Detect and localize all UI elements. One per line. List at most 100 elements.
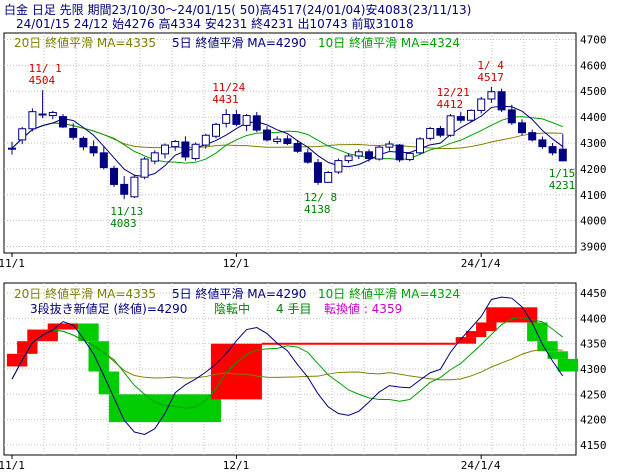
break-reversal-status: 陰転中: [214, 301, 250, 316]
annotation-value: 4412: [437, 98, 464, 111]
bottom-legend-ma5: 5日 終値平滑 MA=4290: [172, 286, 306, 301]
break-info-label: 3段抜き新値足 (終値)=4290: [30, 301, 187, 316]
candle-body: [395, 144, 404, 161]
annotation-value: 4083: [110, 217, 137, 230]
candle-body: [110, 167, 118, 185]
break-box-down: [527, 322, 548, 342]
candle-body: [150, 152, 159, 162]
y-tick-label: 4450: [580, 287, 607, 300]
candle-body: [232, 114, 241, 125]
candle-body: [324, 172, 333, 183]
annotation-value: 4231: [549, 179, 576, 192]
candle-body: [426, 128, 435, 139]
candle-body: [18, 128, 27, 141]
candle-body: [242, 115, 251, 126]
annotation-value: 4138: [304, 203, 331, 216]
bottom-legend-ma10: 10日 終値平滑 MA=4324: [318, 286, 460, 301]
y-tick-label: 4250: [580, 388, 607, 401]
candle-body: [59, 116, 67, 128]
candle-body: [140, 158, 149, 178]
y-tick-label: 4700: [580, 33, 607, 46]
x-tick-label: 11/1: [0, 257, 25, 270]
top-legend-ma10: 10日 終値平滑 MA=4324: [318, 35, 460, 50]
x-tick-label: 11/1: [0, 459, 25, 472]
candle-body: [8, 147, 16, 150]
candle-body: [99, 152, 108, 169]
y-tick-label: 4400: [580, 111, 607, 124]
y-tick-label: 4500: [580, 85, 607, 98]
annotation-date: 12/21: [437, 86, 470, 99]
candle-body: [456, 116, 465, 121]
break-box-down: [547, 351, 568, 359]
candle-body: [405, 152, 414, 161]
y-tick-label: 4400: [580, 312, 607, 325]
candle-body: [416, 138, 424, 154]
candle-body: [446, 115, 455, 136]
candle-body: [497, 91, 506, 111]
candle-body: [334, 160, 343, 173]
candle-body: [538, 139, 547, 148]
candle-body: [222, 114, 231, 124]
candle-body: [181, 141, 190, 158]
candle-body: [293, 143, 302, 152]
break-count: 4 手目: [276, 302, 311, 316]
top-legend-ma5: 5日 終値平滑 MA=4290: [172, 35, 306, 50]
candle-body: [507, 109, 516, 124]
candle-body: [201, 134, 210, 146]
candle-body: [385, 143, 394, 148]
candlesticks: [8, 86, 567, 200]
break-box-down: [88, 341, 109, 372]
annotation-date: 12/ 8: [304, 191, 337, 204]
header-line-1: 白金 日足 先限 期間23/10/30～24/01/15( 50)高4517(2…: [4, 2, 471, 17]
break-box-up: [47, 323, 79, 330]
header-line-2: 24/01/15 24/12 始4276 高4334 安4231 終4231 出…: [16, 16, 414, 31]
candle-body: [273, 138, 282, 142]
x-tick-label: 24/1/4: [461, 257, 501, 270]
break-box-up: [455, 337, 477, 344]
break-box-up: [17, 341, 38, 354]
candle-body: [487, 91, 496, 100]
ma5-line: [11, 296, 564, 435]
candle-body: [354, 151, 363, 157]
candle-body: [120, 183, 129, 195]
y-tick-label: 4000: [580, 215, 607, 228]
break-box-down: [78, 323, 99, 342]
y-tick-label: 4300: [580, 363, 607, 376]
candle-body: [477, 98, 486, 111]
candle-body: [436, 128, 445, 136]
break-box-up: [6, 353, 28, 367]
ma10-line: [11, 116, 563, 164]
candle-body: [283, 138, 292, 145]
break-box-up: [476, 322, 497, 332]
candle-body: [375, 146, 384, 160]
candle-body: [48, 111, 57, 117]
candle-body: [548, 146, 557, 154]
candle-body: [518, 122, 526, 134]
x-tick-label: 24/1/4: [461, 459, 501, 472]
candle-body: [365, 151, 373, 160]
candle-body: [130, 176, 139, 198]
break-box-down: [537, 341, 558, 352]
candle-body: [252, 115, 261, 131]
ma10-line: [11, 316, 564, 409]
candle-body: [171, 140, 180, 148]
candle-body: [89, 146, 98, 154]
annotation-date: 1/15: [549, 167, 576, 180]
break-box-down: [557, 358, 579, 372]
annotation-value: 4431: [212, 93, 239, 106]
annotation-date: 11/ 1: [29, 62, 62, 75]
bottom-moving-average-lines: [11, 296, 564, 435]
y-tick-label: 4350: [580, 338, 607, 351]
candle-body: [69, 128, 78, 138]
three-line-break-x-axis: 11/1 12/1 24/1/4: [0, 455, 501, 472]
candlestick-y-axis: 3900 4000 4100 4200 4300 4400 4500 4600 4700: [580, 33, 607, 253]
header-background: [0, 0, 624, 32]
candle-body: [161, 144, 169, 155]
candle-body: [528, 132, 537, 141]
three-line-break-y-axis: 4150 4200 4250 4300 4350 4400 4450: [580, 287, 607, 452]
candle-body: [79, 137, 88, 148]
candle-body: [191, 143, 200, 160]
break-box-up: [486, 307, 538, 323]
candle-body: [38, 113, 47, 116]
